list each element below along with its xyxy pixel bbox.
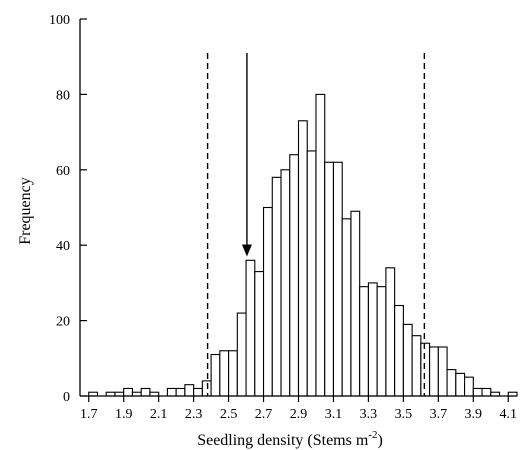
x-tick-label: 3.7 — [430, 407, 448, 422]
histogram-bar — [420, 342, 431, 397]
histogram-bar — [228, 350, 238, 397]
x-tick-label: 3.5 — [395, 407, 413, 422]
reference-lines — [206, 53, 426, 396]
x-tick-label: 4.1 — [500, 407, 518, 422]
histogram-bar — [289, 154, 300, 397]
x-tick-label: 2.7 — [255, 407, 273, 422]
histogram-bar — [446, 369, 457, 397]
x-tick-label: 2.1 — [150, 407, 168, 422]
histogram-bar — [367, 282, 378, 397]
histogram-bar — [385, 267, 396, 397]
x-tick-label: 2.3 — [185, 407, 203, 422]
histogram-bar — [297, 120, 308, 397]
x-tick-label: 3.1 — [325, 407, 343, 422]
y-tick-label: 0 — [63, 390, 70, 405]
y-tick-label: 80 — [56, 88, 70, 103]
histogram-bar — [394, 304, 404, 397]
histogram-bar — [210, 353, 221, 397]
histogram-bar — [184, 384, 195, 397]
x-tick-label: 2.9 — [290, 407, 308, 422]
histogram-bar — [219, 350, 230, 397]
histogram-bar — [201, 380, 212, 397]
histogram-bar — [376, 286, 387, 397]
histogram-bar — [324, 161, 335, 397]
histogram-bar — [464, 376, 474, 397]
histogram-bar — [254, 271, 265, 397]
histogram-bar — [332, 161, 343, 397]
histogram-bar — [236, 312, 247, 397]
x-tick-label: 2.5 — [220, 407, 238, 422]
histogram-bar — [472, 387, 483, 397]
histogram-bar — [280, 169, 291, 397]
histogram-bar — [411, 335, 422, 397]
histogram-bar — [359, 286, 369, 397]
y-axis-ticks: 0 20 40 60 80 100 — [49, 13, 87, 405]
histogram-bar — [429, 346, 439, 397]
histogram-bar — [437, 346, 448, 397]
x-axis-ticks: 1.7 1.9 2.1 2.3 2.5 2.7 2.9 3.1 3.3 3.5 3.7 3.9 4.1 — [80, 396, 517, 422]
y-tick-label: 60 — [56, 164, 70, 179]
histogram-bar — [481, 387, 492, 397]
histogram-bar — [402, 323, 413, 397]
x-tick-label: 1.9 — [115, 407, 133, 422]
histogram-bar — [123, 387, 133, 397]
histogram-bar — [306, 150, 317, 397]
histogram-bar — [350, 210, 361, 397]
histogram-bar — [245, 259, 256, 397]
histogram-bar — [341, 218, 352, 397]
histogram-bars — [88, 93, 518, 397]
x-axis-title: Seedling density (Stems m-2) — [197, 429, 383, 449]
y-tick-label: 100 — [49, 13, 70, 28]
x-tick-label: 3.3 — [360, 407, 378, 422]
histogram-bar — [193, 387, 203, 397]
y-tick-label: 40 — [56, 239, 70, 254]
y-tick-label: 20 — [56, 315, 70, 330]
histogram-bar — [315, 93, 326, 397]
x-tick-label: 1.7 — [80, 407, 98, 422]
histogram-bar — [271, 176, 282, 397]
y-axis-title: Frequency — [17, 177, 34, 245]
x-tick-label: 3.9 — [465, 407, 483, 422]
histogram-bar — [166, 387, 177, 397]
histogram-bar — [140, 387, 151, 397]
histogram-bar — [455, 372, 466, 397]
histogram-bar — [175, 387, 186, 397]
histogram-bar — [262, 206, 273, 397]
arrow-head — [241, 244, 252, 257]
